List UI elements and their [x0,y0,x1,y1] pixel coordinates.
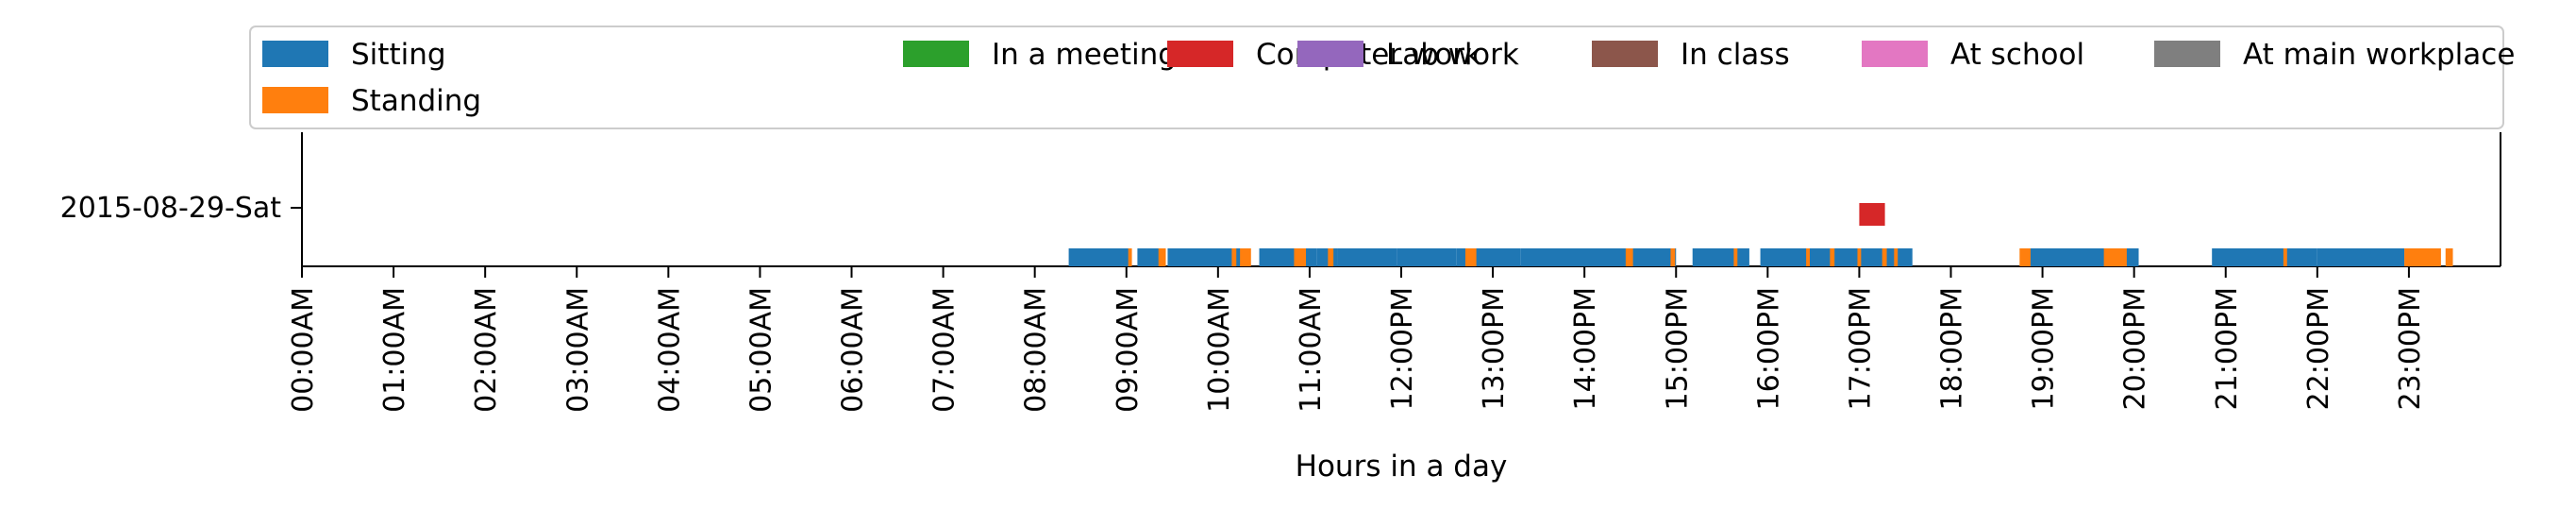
standing-bar [1128,248,1132,266]
standing-bar [1857,248,1862,266]
legend-swatch [262,41,328,67]
x-tick-label: 15:00PM [1661,287,1694,410]
x-tick-label: 07:00AM [928,287,962,413]
sitting-bar [1167,248,1244,266]
standing-bar [1733,248,1738,266]
computer-work-bar [1859,203,1885,226]
x-tick-label: 19:00PM [2028,287,2061,410]
y-tick-label: 2015-08-29-Sat [60,192,282,225]
sitting-bar [1337,248,1397,266]
standing-bar [1231,248,1237,266]
standing-bar [1882,248,1887,266]
x-tick-label: 23:00PM [2394,287,2427,410]
sitting-bar [1397,248,1457,266]
legend-label: Sitting [351,38,446,72]
standing-bar [1830,248,1835,266]
sitting-bar [1316,248,1338,266]
standing-bar [1240,248,1251,266]
x-tick-label: 16:00PM [1752,287,1785,410]
sitting-bar [1068,248,1131,266]
x-tick-label: 10:00AM [1203,287,1236,413]
standing-bar [2103,248,2127,266]
x-tick-label: 22:00PM [2302,287,2335,410]
standing-bar [1294,248,1307,266]
sitting-bar [1760,248,1913,266]
standing-bar [1464,248,1477,266]
x-tick-label: 17:00PM [1844,287,1877,410]
sitting-bar [2212,248,2317,266]
standing-bar [2404,248,2441,266]
y-axis: 2015-08-29-Sat [60,192,302,225]
x-axis: 00:00AM 01:00AM 02:00AM 03:00AM 04:00AM 05:00… [287,266,2427,413]
x-tick-label: 13:00PM [1478,287,1511,410]
x-tick-label: 00:00AM [287,287,320,413]
legend-label: Lab work [1386,38,1519,72]
legend-label: At main workplace [2243,38,2515,72]
sitting-bar [1520,248,1631,266]
x-tick-label: 20:00PM [2119,287,2152,410]
x-axis-label: Hours in a day [1296,450,1508,484]
legend-frame [249,26,2504,129]
sitting-bar [1137,248,1162,266]
sitting-bar [2029,248,2107,266]
legend-swatch [903,41,969,67]
legend-label: Computer work [1256,38,1481,72]
sitting-bar [1692,248,1749,266]
x-tick-label: 06:00AM [837,287,870,413]
standing-bar [1806,248,1810,266]
axes-frame [301,132,2501,267]
sitting-bar [1630,248,1677,266]
standing-bar [1894,248,1899,266]
x-tick-label: 01:00AM [378,287,411,413]
legend-label: Standing [351,84,481,118]
standing-bar [2019,248,2031,266]
standing-bar [2445,248,2453,266]
standing-bar [1328,248,1334,266]
x-tick-label: 09:00AM [1112,287,1145,413]
standing-bar [1670,248,1676,266]
legend-label: At school [1950,38,2084,72]
x-tick-label: 08:00AM [1020,287,1053,413]
sitting-bar [2317,248,2405,266]
standing-bar [1158,248,1166,266]
sitting-bar [1259,248,1292,266]
x-tick-label: 14:00PM [1569,287,1602,410]
x-tick-label: 05:00AM [744,287,778,413]
legend-label: In a meeting [992,38,1177,72]
legend-swatch [262,87,328,113]
legend-label: In class [1681,38,1790,72]
legend-swatch [1862,41,1928,67]
legend-swatch [1167,41,1233,67]
x-tick-label: 02:00AM [470,287,503,413]
x-tick-label: 12:00PM [1386,287,1419,410]
standing-bar [1625,248,1633,266]
legend-swatch [1592,41,1658,67]
standing-bar [2283,248,2287,266]
x-tick-label: 21:00PM [2211,287,2244,410]
legend-swatch [2154,41,2220,67]
legend-swatch [1297,41,1363,67]
x-tick-label: 11:00AM [1295,287,1328,413]
x-tick-label: 04:00AM [653,287,686,413]
x-tick-label: 18:00PM [1936,287,1969,410]
activity-bars [1068,203,2453,266]
x-tick-label: 03:00AM [561,287,594,413]
